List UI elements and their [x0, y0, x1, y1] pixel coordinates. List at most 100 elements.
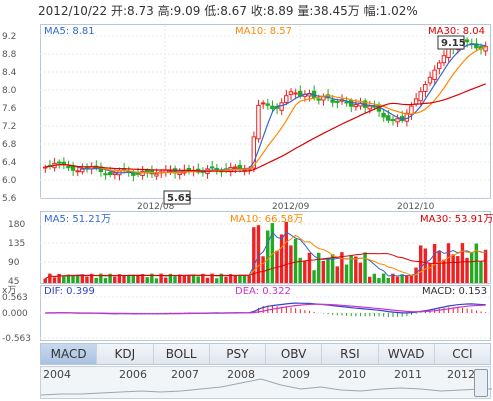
volume-bar — [99, 273, 103, 283]
volume-bar — [131, 274, 136, 283]
tab-psy[interactable]: PSY — [210, 344, 266, 364]
volume-bar — [57, 273, 61, 283]
volume-bar — [205, 277, 210, 283]
volume-bar — [437, 251, 441, 283]
volume-bar — [400, 274, 404, 283]
volume-bar — [228, 274, 233, 283]
volume-bar — [460, 243, 465, 283]
volume-bar — [293, 238, 298, 283]
volume-bar — [270, 223, 275, 283]
price-tick-label: 6.4 — [2, 158, 17, 168]
volume-bar — [252, 227, 256, 283]
timeline-year: 2007 — [171, 368, 199, 381]
tab-obv[interactable]: OBV — [266, 344, 323, 364]
volume-bar — [242, 274, 247, 283]
ma5-line — [45, 43, 486, 174]
volume-bar — [108, 273, 112, 283]
candle-body — [464, 39, 470, 43]
volume-bar — [428, 263, 432, 283]
volume-bar — [409, 275, 414, 283]
volume-bar — [303, 260, 307, 283]
tab-kdj[interactable]: KDJ — [97, 344, 154, 364]
candle-body — [112, 172, 117, 175]
volume-bar — [321, 260, 326, 283]
candle-body — [135, 172, 141, 175]
candle-body — [330, 99, 335, 103]
volume-bar — [479, 261, 483, 283]
timeline-year: 2010 — [338, 368, 366, 381]
volume-bar — [349, 255, 353, 283]
volume-bar — [233, 275, 237, 283]
tab-wvad[interactable]: WVAD — [379, 344, 435, 364]
volume-bar — [117, 274, 122, 283]
candle-body — [335, 100, 340, 103]
volume-bar — [298, 257, 302, 283]
candle-body — [418, 91, 423, 102]
volume-bar — [75, 275, 80, 283]
tab-macd[interactable]: MACD — [41, 344, 98, 364]
volume-bar — [126, 274, 131, 283]
volume-unit: x万 — [2, 286, 16, 296]
volume-bar — [89, 273, 94, 283]
quote-header: 2012/10/22 开:8.73 高:9.09 低:8.67 收:8.89 量… — [38, 2, 418, 18]
price-tick-label: 5.6 — [2, 194, 17, 204]
volume-bar — [85, 276, 89, 283]
stock-chart[interactable]: 9.2 8.8 8.4 8.0 7.6 7.2 6.8 6.4 6.0 5.6 2012/08 201… — [0, 0, 493, 345]
candle-body — [395, 118, 400, 123]
dea-legend: DEA: 0.322 — [235, 286, 291, 297]
volume-bar — [71, 275, 75, 283]
volume-bar — [442, 259, 446, 283]
candle-body — [344, 101, 349, 104]
volume-bar — [335, 266, 339, 283]
volume-bar — [451, 254, 455, 283]
volume-bar — [48, 273, 52, 283]
candle-body — [144, 170, 150, 173]
volume-bar — [215, 278, 219, 283]
volume-bar — [219, 273, 224, 283]
volume-bar — [386, 277, 390, 283]
timeline-overview — [41, 378, 492, 396]
volume-bar — [474, 243, 479, 283]
tab-rsi[interactable]: RSI — [322, 344, 379, 364]
volume-tick-label: 90 — [8, 258, 20, 268]
price-tick-label: 7.2 — [2, 122, 16, 132]
volume-bar — [395, 276, 400, 283]
candle-body — [386, 115, 391, 121]
candle-body — [260, 102, 266, 105]
volume-bar — [326, 257, 330, 283]
candle-body — [288, 91, 294, 95]
volume-bar — [113, 276, 117, 283]
candle-body — [279, 102, 284, 111]
tab-cci[interactable]: CCI — [452, 347, 473, 361]
quote-change: 幅:1.02% — [363, 4, 418, 18]
volume-bar — [405, 275, 409, 283]
timeline-navigator[interactable]: 2004 2006 2007 2008 2009 2010 2011 2012 — [40, 366, 492, 399]
candle-body — [131, 172, 136, 176]
volume-bar — [256, 225, 261, 283]
candle-body — [316, 98, 321, 101]
volume-ma10-legend: MA10: 66.58万 — [230, 214, 303, 225]
price-tick-label: 6.0 — [2, 176, 17, 186]
ma10-line — [45, 46, 486, 174]
volume-bar — [62, 276, 66, 283]
volume-tick-label: 45 — [8, 277, 19, 287]
volume-bar — [164, 277, 168, 283]
macd-legend: MACD: 0.153 — [422, 286, 487, 297]
timeline-handle[interactable] — [474, 369, 488, 397]
volume-bar — [201, 273, 205, 283]
tab-boll[interactable]: BOLL — [154, 344, 210, 364]
volume-bar — [140, 274, 145, 283]
price-tick-label: 6.8 — [2, 140, 17, 150]
quote-volume: 量:38.45万 — [297, 4, 360, 18]
volume-bar — [284, 221, 288, 283]
volume-bar — [469, 252, 474, 283]
volume-bar — [381, 273, 386, 283]
candle-body — [284, 95, 289, 103]
timeline-year: 2004 — [43, 368, 71, 381]
volume-bar — [196, 276, 200, 283]
volume-bar — [187, 275, 191, 283]
volume-bar — [275, 250, 279, 283]
volume-tick-label: 180 — [8, 220, 25, 230]
volume-bar — [159, 273, 163, 283]
dea-line — [45, 303, 486, 315]
